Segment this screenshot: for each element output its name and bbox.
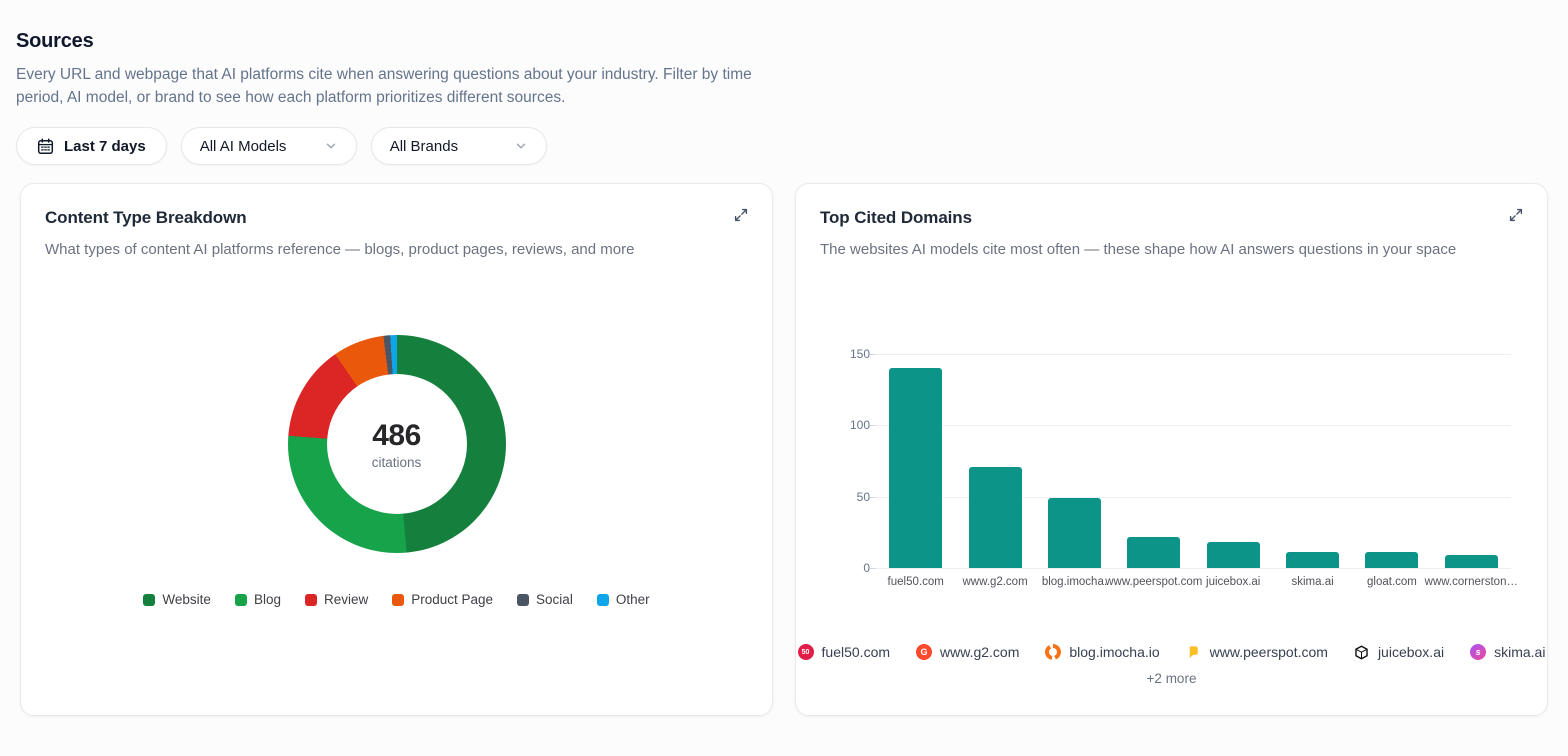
x-axis-label: www.g2.com: [962, 576, 1028, 588]
legend-item: Social: [517, 592, 573, 607]
donut-chart-area: 486 citations: [21, 335, 772, 553]
card-title: Top Cited Domains: [820, 208, 972, 227]
legend-item: Review: [304, 592, 369, 607]
fuel50-favicon: 50: [797, 644, 814, 660]
chevron-down-icon: [514, 139, 528, 153]
filter-bar: Last 7 days All AI Models All Brands: [16, 127, 547, 165]
expand-button[interactable]: [1503, 202, 1529, 228]
gridline: [876, 354, 1511, 355]
chevron-down-icon: [324, 139, 338, 153]
legend-label: Other: [615, 592, 650, 607]
card-subtitle: The websites AI models cite most often —…: [820, 241, 1457, 258]
x-axis-label: www.peerspot.com: [1105, 576, 1203, 588]
y-axis-label: 50: [856, 489, 870, 504]
domain-label: www.g2.com: [940, 644, 1020, 660]
date-range-label: Last 7 days: [64, 137, 146, 155]
domain-label: juicebox.ai: [1377, 644, 1445, 660]
axis-tick: [870, 496, 876, 498]
legend-swatch: [392, 593, 405, 606]
card-title: Content Type Breakdown: [45, 208, 247, 227]
domain-bar[interactable]: [1206, 542, 1260, 568]
legend-label: Website: [162, 592, 211, 607]
ai-model-label: All AI Models: [199, 137, 287, 155]
page-description: Every URL and webpage that AI platforms …: [16, 66, 752, 106]
content-type-card: Content Type Breakdown What types of con…: [20, 183, 773, 716]
domains-bar-chart: 0 50 100 150 fuel50.com www.g2.com blog.imocha…: [850, 347, 1518, 588]
x-axis-label: blog.imocha.: [1041, 576, 1108, 588]
x-axis-label: juicebox.ai: [1206, 576, 1261, 588]
domain-bar[interactable]: [889, 368, 943, 568]
expand-icon: [733, 207, 749, 223]
brand-label: All Brands: [389, 137, 459, 155]
calendar-icon: [37, 138, 54, 155]
x-axis-label: www.cornerston…: [1424, 576, 1518, 588]
legend-item: Website: [143, 592, 211, 607]
axis-tick: [870, 354, 876, 355]
gridline: [876, 425, 1511, 427]
domain-list-item: www.peerspot.com: [1186, 644, 1328, 660]
domain-bar[interactable]: [1047, 498, 1101, 568]
domain-label: skima.ai: [1494, 644, 1546, 660]
brand-select[interactable]: All Brands: [370, 127, 547, 165]
top-domains-card: Top Cited Domains The websites AI models…: [795, 183, 1548, 716]
legend-swatch: [517, 593, 530, 606]
gridline: [876, 496, 1511, 498]
legend-label: Blog: [253, 592, 281, 607]
domain-bar[interactable]: [1286, 552, 1340, 568]
x-axis-label: gloat.com: [1367, 576, 1417, 588]
ai-model-select[interactable]: All AI Models: [180, 127, 357, 165]
x-axis-label: fuel50.com: [887, 576, 944, 588]
page-header: Sources Every URL and webpage that AI pl…: [16, 30, 776, 109]
expand-button[interactable]: [728, 202, 754, 228]
domain-label: blog.imocha.io: [1069, 644, 1160, 660]
content-type-donut[interactable]: 486 citations: [287, 335, 506, 553]
date-range-button[interactable]: Last 7 days: [16, 127, 167, 165]
domain-list-item: juicebox.ai: [1354, 644, 1444, 660]
legend-swatch: [234, 593, 247, 606]
citations-label: citations: [371, 454, 422, 470]
legend-item: Other: [596, 592, 650, 607]
skima-favicon: s: [1470, 644, 1487, 660]
imocha-favicon: [1045, 644, 1062, 660]
y-axis-label: 100: [849, 418, 870, 433]
y-axis-label: 0: [863, 561, 870, 575]
x-axis-label: skima.ai: [1291, 576, 1334, 588]
domain-label: fuel50.com: [821, 644, 891, 660]
legend-swatch: [304, 593, 317, 606]
domain-bar[interactable]: [1365, 552, 1419, 568]
domain-list-item: s skima.ai: [1470, 644, 1545, 660]
legend-item: Product Page: [392, 592, 493, 607]
g2-favicon: G: [916, 644, 933, 660]
domain-list-item: blog.imocha.io: [1045, 644, 1160, 660]
card-subtitle: What types of content AI platforms refer…: [45, 241, 635, 258]
legend-label: Social: [536, 592, 573, 607]
domain-bar[interactable]: [1127, 536, 1181, 568]
peerspot-favicon: [1186, 644, 1202, 660]
legend-item: Blog: [234, 592, 281, 607]
legend-swatch: [596, 593, 609, 606]
more-domains-label[interactable]: +2 more: [1146, 671, 1197, 686]
legend-swatch: [143, 593, 156, 606]
citations-total: 486: [372, 418, 421, 452]
cards-row: Content Type Breakdown What types of con…: [20, 183, 1548, 716]
axis-tick: [870, 568, 876, 569]
content-type-legend: Website Blog Review Product Page Social Other: [21, 592, 772, 607]
legend-label: Review: [323, 592, 369, 607]
domain-bar[interactable]: [1444, 555, 1498, 568]
domain-list-item: 50 fuel50.com: [797, 644, 891, 660]
donut-center: 486 citations: [326, 374, 467, 514]
axis-tick: [870, 425, 876, 427]
page-title: Sources: [16, 30, 94, 52]
domain-label: www.peerspot.com: [1209, 644, 1328, 660]
y-axis-label: 150: [849, 347, 870, 361]
domain-bar[interactable]: [968, 466, 1022, 568]
legend-label: Product Page: [411, 592, 494, 607]
juicebox-favicon: [1354, 644, 1370, 660]
gridline: [876, 568, 1511, 569]
expand-icon: [1508, 207, 1524, 223]
